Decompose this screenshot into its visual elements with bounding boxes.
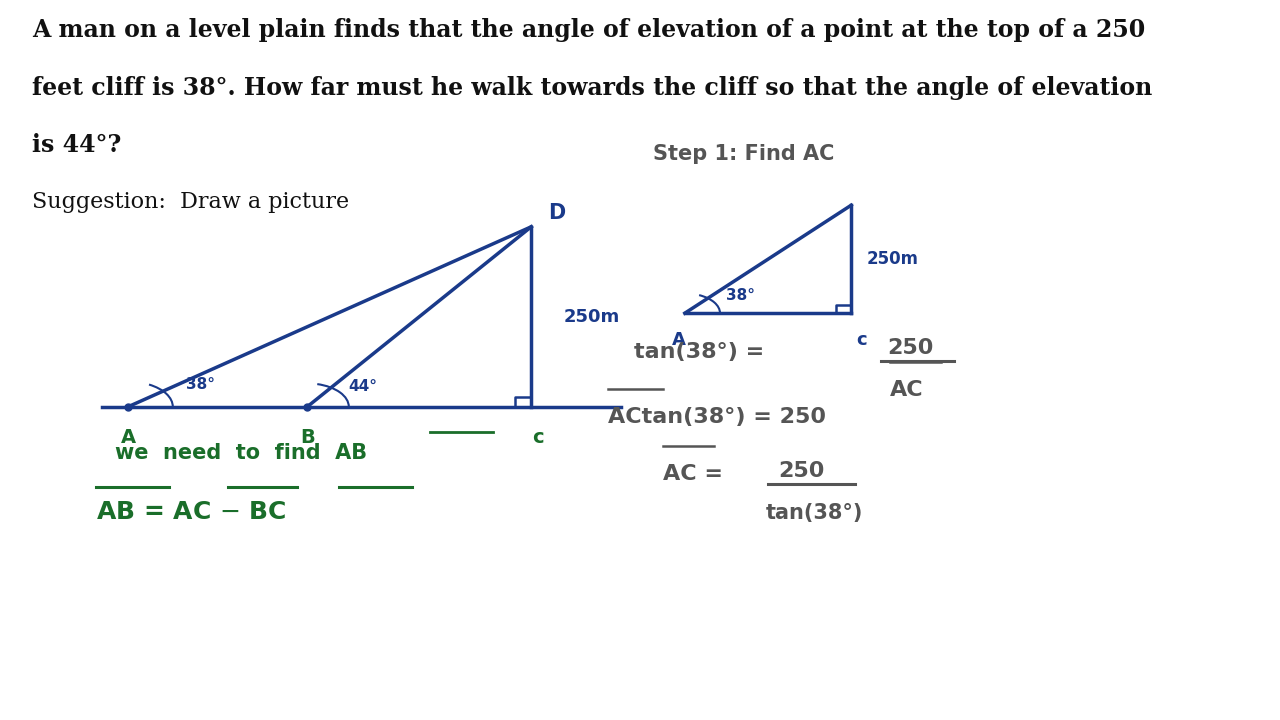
Text: tan(38°) =: tan(38°) = [634,342,764,362]
Text: A: A [120,428,136,447]
Text: A man on a level plain finds that the angle of elevation of a point at the top o: A man on a level plain finds that the an… [32,18,1146,42]
Text: AC =: AC = [663,464,723,485]
Text: Step 1: Find AC: Step 1: Find AC [653,144,835,164]
Text: c: c [531,428,544,447]
Text: c: c [856,331,867,349]
Text: 250: 250 [887,338,933,359]
Text: D: D [548,203,566,223]
Text: A: A [672,331,685,349]
Text: tan(38°): tan(38°) [765,503,863,523]
Text: 250: 250 [778,461,824,481]
Text: B: B [300,428,315,447]
Text: is 44°?: is 44°? [32,133,122,157]
Text: AB = AC $-$ BC: AB = AC $-$ BC [96,500,287,524]
Text: 250m: 250m [867,251,919,269]
Text: Suggestion:  Draw a picture: Suggestion: Draw a picture [32,191,349,213]
Text: 250m: 250m [563,307,620,325]
Text: AC: AC [890,380,923,400]
Text: 38°: 38° [726,288,755,303]
Text: 44°: 44° [348,379,378,394]
Text: we  need  to  find  AB: we need to find AB [115,443,367,463]
Text: feet cliff is 38°. How far must he walk towards the cliff so that the angle of e: feet cliff is 38°. How far must he walk … [32,76,1152,99]
Text: ACtan(38°) = 250: ACtan(38°) = 250 [608,407,826,427]
Text: 38°: 38° [186,377,215,392]
